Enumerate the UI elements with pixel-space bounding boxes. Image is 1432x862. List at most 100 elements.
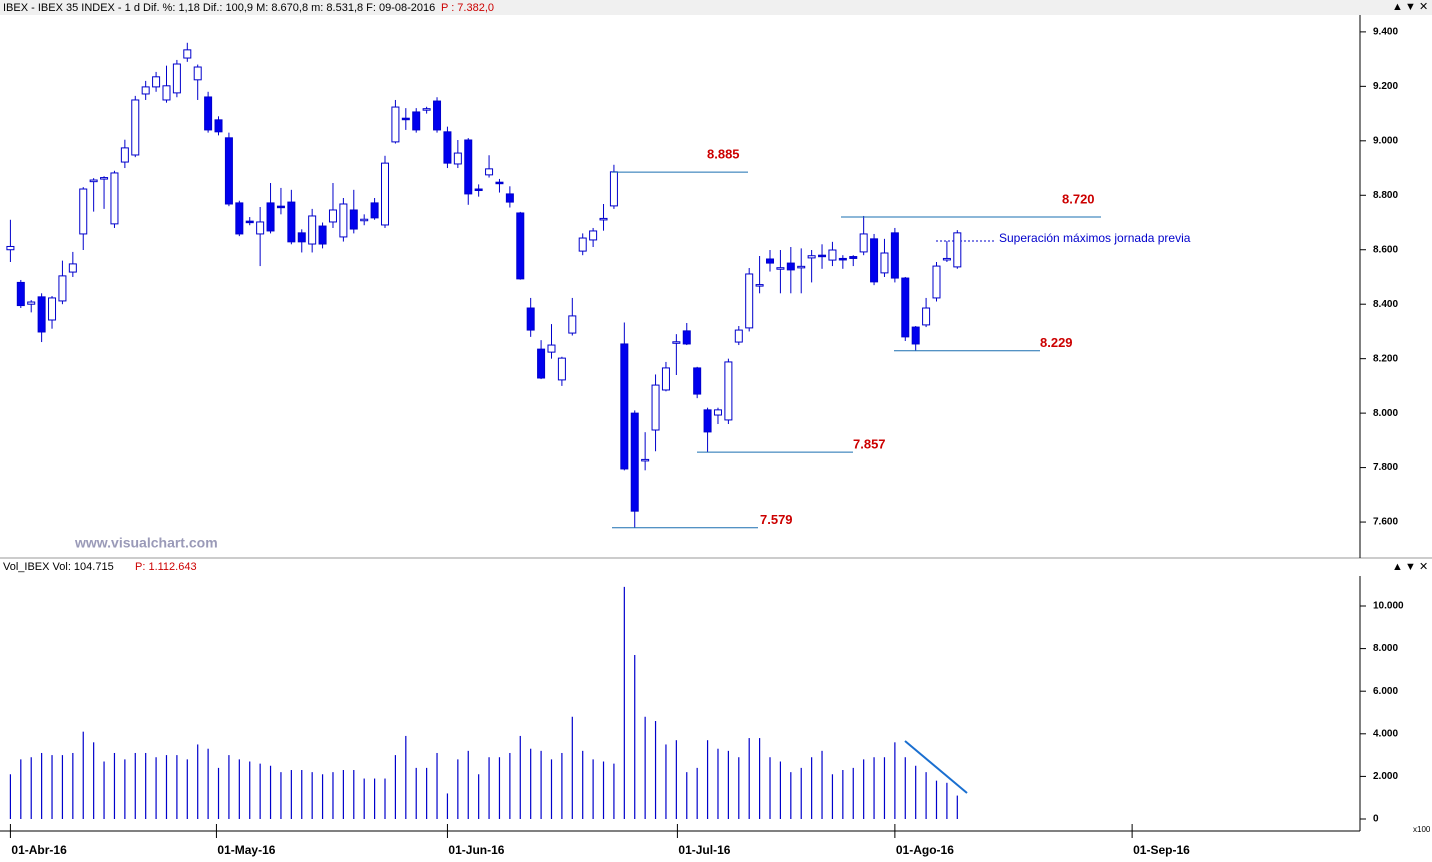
y-tick-label: 7.800 xyxy=(1373,462,1398,473)
candle-body xyxy=(547,344,556,353)
candle-body xyxy=(235,202,244,235)
candle-body xyxy=(339,203,348,238)
level-label: 8.229 xyxy=(1040,335,1073,350)
candle-body xyxy=(859,233,868,253)
y-tick-label: 9.400 xyxy=(1373,27,1398,38)
candle-body xyxy=(433,100,442,131)
candle-body xyxy=(766,258,775,264)
volume-subtitle: P: 1.112.643 xyxy=(135,561,197,573)
candle-body xyxy=(349,209,358,230)
candle-body xyxy=(58,275,67,302)
level-label: 7.857 xyxy=(853,437,886,452)
candle-body xyxy=(245,220,254,224)
candle-body xyxy=(620,343,629,470)
level-label: 8.720 xyxy=(1062,191,1095,206)
button-down[interactable]: ▼ xyxy=(1405,1,1416,13)
y-tick-label: 4.000 xyxy=(1373,728,1398,739)
candle-body xyxy=(609,171,618,207)
button-up[interactable]: ▲ xyxy=(1392,561,1403,573)
candle-body xyxy=(297,232,306,243)
candle-body xyxy=(89,179,98,183)
candle-body xyxy=(693,367,702,395)
candle-body xyxy=(672,341,681,344)
candle-body xyxy=(516,212,525,280)
candle-body xyxy=(370,202,379,219)
candle-body xyxy=(172,63,181,94)
candle-body xyxy=(204,96,213,131)
candle-body xyxy=(79,188,88,235)
note: Superación máximos jornada previa xyxy=(999,231,1191,245)
candle-body xyxy=(287,201,296,243)
candle-body xyxy=(224,137,233,205)
candle-body xyxy=(48,297,57,321)
button-down[interactable]: ▼ xyxy=(1405,561,1416,573)
y-tick-label: 8.400 xyxy=(1373,299,1398,310)
candle-body xyxy=(183,49,192,59)
candle-body xyxy=(131,99,140,156)
candle-body xyxy=(266,202,275,232)
candle-body xyxy=(68,263,77,273)
candle-body xyxy=(901,277,910,338)
candle-body xyxy=(661,367,670,391)
candle-body xyxy=(682,330,691,345)
candle-body xyxy=(953,232,962,268)
candle-body xyxy=(922,307,931,326)
candle-body xyxy=(505,193,514,203)
y-tick-label: 8.200 xyxy=(1373,353,1398,364)
y-tick-label: 10.000 xyxy=(1373,601,1404,612)
candle-body xyxy=(599,217,608,221)
candle-body xyxy=(557,357,566,381)
candle-body xyxy=(942,257,951,261)
button-close[interactable]: ✕ xyxy=(1419,1,1428,13)
candle-body xyxy=(6,245,15,251)
candle-body xyxy=(16,281,25,307)
x-tick-label: 01-Jun-16 xyxy=(448,843,504,857)
candle-body xyxy=(537,348,546,379)
candle-body xyxy=(828,249,837,261)
y-tick-label: 7.600 xyxy=(1373,517,1398,528)
candle-body xyxy=(464,139,473,195)
y-tick-label: 8.000 xyxy=(1373,643,1398,654)
candle-body xyxy=(776,267,785,270)
candle-body xyxy=(797,265,806,269)
candle-body xyxy=(422,108,431,111)
candle-body xyxy=(485,168,494,176)
candle-body xyxy=(120,147,129,163)
volume-title: Vol_IBEX Vol: 104.715 xyxy=(3,561,114,573)
candle-body xyxy=(381,162,390,226)
x-tick-label: 01-Ago-16 xyxy=(896,843,954,857)
candle-body xyxy=(318,225,327,245)
candle-body xyxy=(703,409,712,433)
candle-body xyxy=(641,458,650,462)
y-tick-label: 8.600 xyxy=(1373,244,1398,255)
candle-body xyxy=(870,238,879,283)
candle-body xyxy=(630,412,639,512)
x-tick-label: 01-Sep-16 xyxy=(1133,843,1190,857)
candle-body xyxy=(391,106,400,143)
candle-body xyxy=(141,86,150,95)
candle-body xyxy=(734,329,743,343)
level-label: 7.579 xyxy=(760,512,793,527)
chart-title: IBEX - IBEX 35 INDEX - 1 d Dif. %: 1,18 … xyxy=(3,2,435,14)
candle-body xyxy=(276,205,285,209)
y-tick-label: 8.000 xyxy=(1373,408,1398,419)
candle-body xyxy=(589,230,598,241)
candle-body xyxy=(526,307,535,331)
candle-body xyxy=(890,232,899,279)
candle-body xyxy=(932,265,941,299)
y-tick-label: 0 xyxy=(1373,814,1379,825)
watermark: www.visualchart.com xyxy=(74,535,218,551)
x-tick-label: 01-Abr-16 xyxy=(11,843,67,857)
candle-body xyxy=(152,76,161,88)
candle-body xyxy=(360,218,369,222)
y-tick-label: 9.200 xyxy=(1373,81,1398,92)
candle-body xyxy=(256,221,265,235)
button-close[interactable]: ✕ xyxy=(1419,561,1428,573)
button-up[interactable]: ▲ xyxy=(1392,1,1403,13)
candle-body xyxy=(443,131,452,164)
candle-body xyxy=(911,326,920,345)
candle-body xyxy=(880,252,889,274)
candle-body xyxy=(786,262,795,271)
